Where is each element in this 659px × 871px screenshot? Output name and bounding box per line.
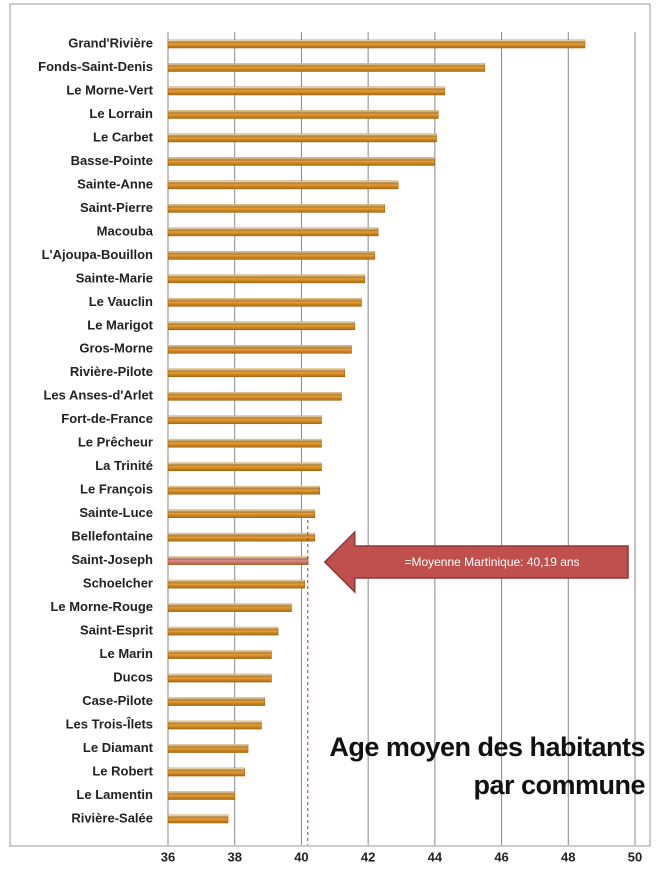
bar-shade [168, 227, 379, 236]
bar-shade [168, 298, 362, 307]
y-tick-label: Le Lorrain [89, 106, 153, 121]
y-tick-label: Le Morne-Vert [66, 82, 153, 97]
x-tick-label: 42 [361, 849, 375, 864]
y-tick-label: Fort-de-France [61, 411, 153, 426]
y-tick-label: Macouba [97, 223, 154, 238]
y-tick-label: Rivière-Pilote [70, 364, 153, 379]
chart-title: Age moyen des habitants par commune [329, 732, 645, 800]
y-tick-label: Le Carbet [93, 129, 154, 144]
bar-shade [168, 791, 235, 800]
x-tick-label: 48 [561, 849, 575, 864]
arrow [323, 530, 629, 594]
bar-shade [168, 486, 320, 495]
y-tick-label: Sainte-Marie [76, 270, 153, 285]
bar-shade [168, 392, 342, 401]
y-tick-label: Gros-Morne [79, 341, 153, 356]
bar-shade [168, 744, 249, 753]
x-tick-label: 44 [428, 849, 443, 864]
y-tick-label: Saint-Joseph [71, 552, 153, 567]
y-tick-label: Le Prêcheur [78, 435, 153, 450]
y-tick-label: Le Robert [92, 763, 153, 778]
bar-shade [168, 556, 309, 565]
y-tick-label: Bellefontaine [71, 529, 153, 544]
y-tick-label: Case-Pilote [82, 693, 153, 708]
bar-shade [168, 40, 585, 48]
y-tick-label: Basse-Pointe [71, 153, 153, 168]
x-tick-label: 50 [628, 849, 642, 864]
bar-shade [168, 133, 437, 142]
y-tick-label: Sainte-Luce [79, 505, 153, 520]
y-tick-label: La Trinité [95, 458, 153, 473]
bar-shade [168, 274, 365, 283]
y-tick-label: Sainte-Anne [77, 176, 153, 191]
bar-shade [168, 697, 265, 706]
x-tick-label: 40 [294, 849, 308, 864]
bar-shade [168, 110, 439, 119]
y-tick-label: Les Anses-d'Arlet [43, 388, 153, 403]
y-tick-label: Rivière-Salée [71, 810, 153, 825]
x-tick-label: 36 [161, 849, 175, 864]
y-tick-label: Grand'Rivière [68, 35, 153, 50]
x-tick-label: 38 [227, 849, 241, 864]
bar-shade [168, 509, 315, 518]
y-tick-label: Ducos [113, 670, 153, 685]
bar-shade [168, 345, 352, 354]
bar-shade [168, 815, 229, 823]
bar-shade [168, 86, 445, 95]
y-tick-label: Le Morne-Rouge [50, 599, 153, 614]
reference-label: =Moyenne Martinique: 40,19 ans [404, 555, 579, 569]
bar-shade [168, 157, 435, 166]
bar-shade [168, 603, 292, 612]
bar-shade [168, 251, 375, 260]
y-tick-label: Le Diamant [83, 740, 154, 755]
y-tick-label: Fonds-Saint-Denis [38, 59, 153, 74]
y-tick-label: Saint-Esprit [80, 623, 154, 638]
bar-shade [168, 321, 355, 330]
bar-shade [168, 439, 322, 448]
bar-shade [168, 721, 262, 730]
bar-shade [168, 768, 245, 777]
bar-shade [168, 415, 322, 424]
bar-shade [168, 63, 485, 72]
bar-shade [168, 462, 322, 471]
y-tick-label: Saint-Pierre [80, 200, 153, 215]
bar-shade [168, 627, 279, 636]
bar-shade [168, 368, 345, 377]
frame [9, 3, 651, 847]
bar-shade [168, 674, 272, 683]
bar-shade [168, 533, 315, 542]
bar-shade [168, 180, 399, 189]
y-tick-label: Schoelcher [83, 576, 153, 591]
y-tick-label: Les Trois-Îlets [66, 716, 153, 731]
y-tick-label: Le Marin [100, 646, 154, 661]
y-tick-label: Le Lamentin [76, 787, 153, 802]
bar-shade [168, 580, 305, 589]
y-tick-label: Le François [80, 482, 153, 497]
x-tick-label: 46 [494, 849, 508, 864]
bar-shade [168, 650, 272, 659]
y-tick-label: L'Ajoupa-Bouillon [42, 247, 153, 262]
bar-shade [168, 204, 385, 213]
y-tick-label: Le Marigot [87, 317, 153, 332]
y-tick-label: Le Vauclin [89, 294, 153, 309]
